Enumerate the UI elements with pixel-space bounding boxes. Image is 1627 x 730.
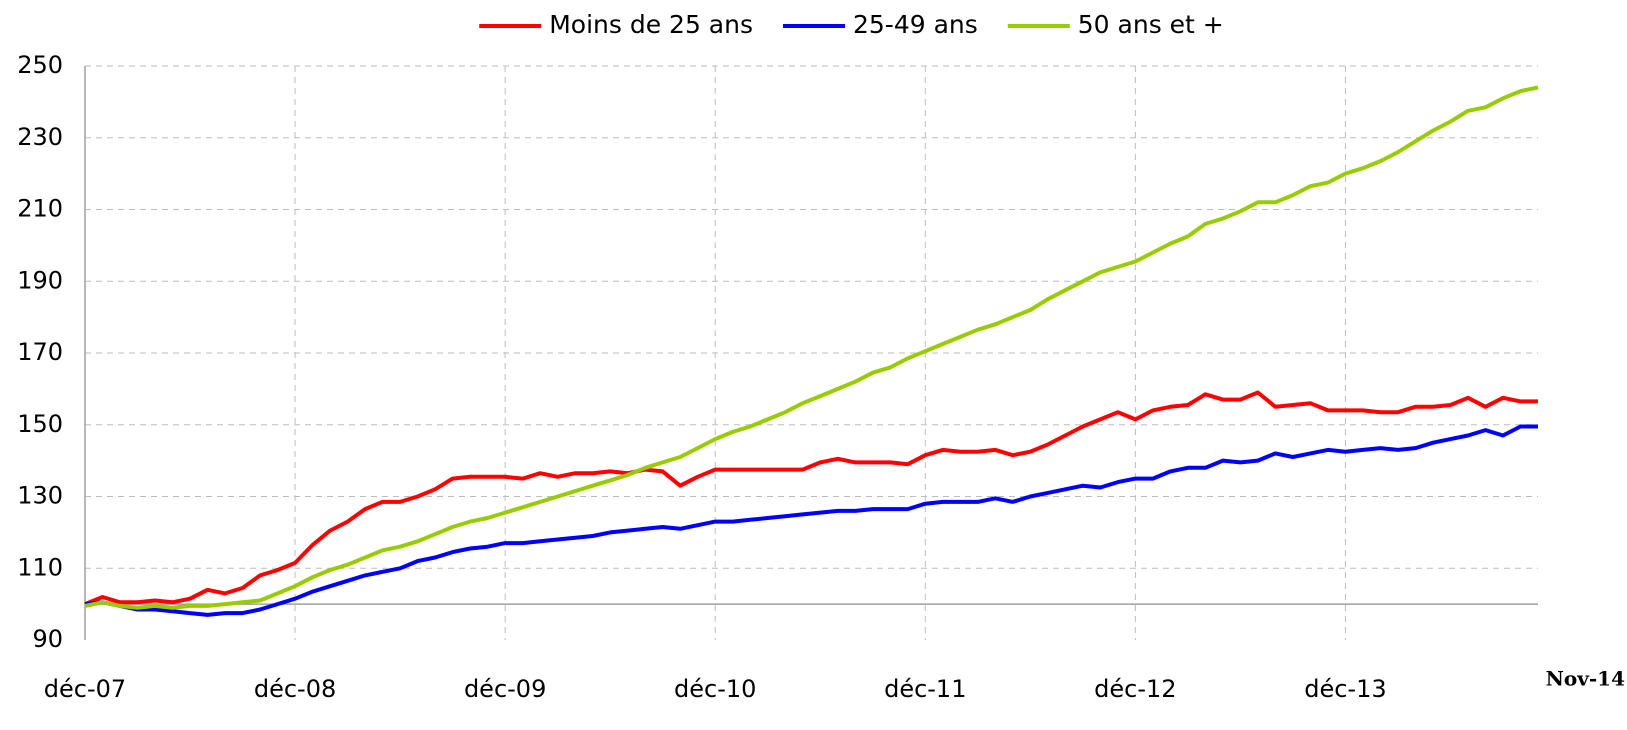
legend-label: 50 ans et + (1078, 10, 1224, 39)
series-line (84, 424, 1538, 617)
y-tick-label: 110 (17, 553, 63, 581)
x-tick-label: Nov-14 (1546, 667, 1625, 691)
series-line (84, 390, 1538, 606)
y-tick-label: 250 (17, 51, 63, 79)
x-tick-label: déc-13 (1304, 675, 1386, 703)
x-tick-label: déc-11 (884, 675, 966, 703)
legend-label: 25-49 ans (853, 10, 978, 39)
x-tick-label: déc-12 (1094, 675, 1176, 703)
legend-label: Moins de 25 ans (549, 10, 753, 39)
x-tick-label: déc-09 (464, 675, 546, 703)
y-tick-label: 170 (17, 338, 63, 366)
x-tick-label: déc-10 (674, 675, 756, 703)
x-tick-label: déc-08 (254, 675, 336, 703)
x-tick-label: déc-07 (44, 675, 126, 703)
y-tick-label: 230 (17, 123, 63, 151)
series-line (84, 85, 1539, 610)
y-tick-label: 130 (17, 482, 63, 510)
y-tick-label: 210 (17, 195, 63, 223)
y-tick-label: 90 (32, 625, 63, 653)
y-tick-label: 150 (17, 410, 63, 438)
y-tick-label: 190 (17, 266, 63, 294)
